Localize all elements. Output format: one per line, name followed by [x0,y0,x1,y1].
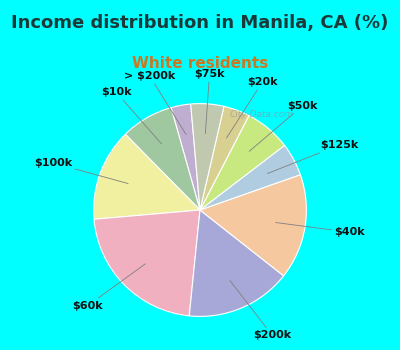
Text: $200k: $200k [230,280,291,340]
Text: $125k: $125k [267,140,358,174]
Wedge shape [200,175,306,276]
Text: $60k: $60k [72,264,146,311]
Wedge shape [94,134,200,219]
Wedge shape [200,116,284,210]
Text: White residents: White residents [132,56,268,71]
Wedge shape [189,210,284,316]
Text: $75k: $75k [194,69,225,134]
Text: $10k: $10k [101,87,162,144]
Text: $100k: $100k [34,158,128,183]
Text: Income distribution in Manila, CA (%): Income distribution in Manila, CA (%) [11,14,389,32]
Wedge shape [191,104,224,210]
Text: > $200k: > $200k [124,71,186,135]
Wedge shape [171,104,200,210]
Text: $20k: $20k [226,77,278,138]
Text: $40k: $40k [276,223,365,237]
Wedge shape [125,107,200,210]
Wedge shape [200,145,300,210]
Text: City-Data.com: City-Data.com [229,110,293,119]
Text: $50k: $50k [249,101,318,151]
Wedge shape [94,210,200,316]
Wedge shape [200,106,249,210]
